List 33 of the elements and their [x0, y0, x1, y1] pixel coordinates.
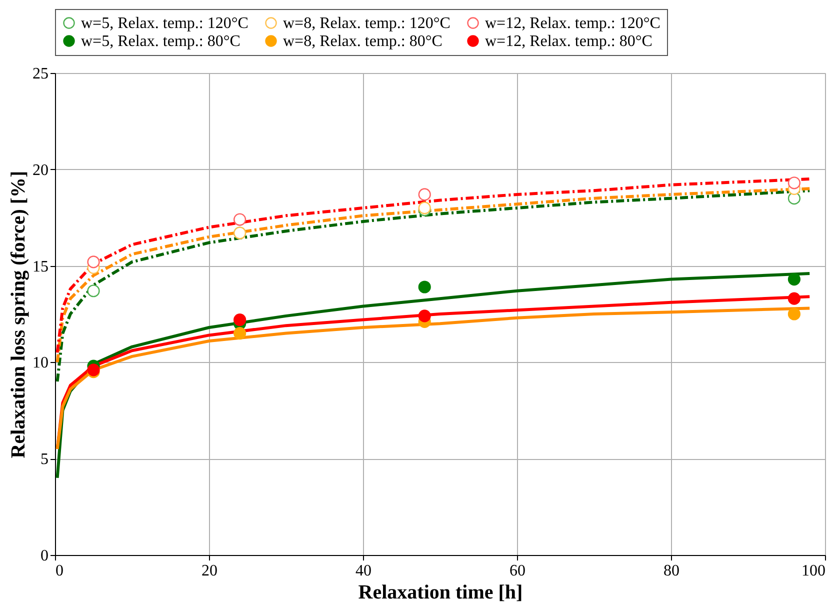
point	[788, 308, 800, 320]
point	[418, 280, 431, 294]
x-tick-label: 20	[202, 562, 218, 580]
y-tick-label: 0	[40, 548, 48, 564]
legend-label: w=12, Relax. temp.: 120°C	[485, 15, 660, 32]
y-tick-label: 10	[32, 354, 48, 372]
legend-label: w=8, Relax. temp.: 80°C	[283, 33, 442, 50]
x-tick-label: 60	[510, 562, 526, 580]
y-tick-label: 25	[32, 66, 48, 82]
x-tick-label: 40	[356, 562, 372, 580]
point	[234, 213, 246, 226]
point	[418, 310, 431, 322]
legend-label: w=5, Relax. temp.: 120°C	[81, 15, 248, 32]
point	[788, 273, 800, 286]
point	[788, 292, 800, 305]
legend-label: w=5, Relax. temp.: 80°C	[81, 33, 240, 50]
x-tick-label: 0	[56, 562, 64, 580]
point	[87, 256, 100, 268]
x-axis-title: Relaxation time [h]	[358, 582, 523, 604]
point	[418, 188, 431, 201]
x-tick-label: 100	[802, 562, 826, 580]
y-tick-label: 20	[32, 162, 48, 179]
legend-label: w=12, Relax. temp.: 80°C	[485, 33, 652, 50]
point	[234, 326, 246, 340]
y-tick-label: 5	[40, 451, 48, 468]
point	[788, 176, 800, 190]
line-series	[56, 272, 812, 480]
point	[87, 284, 100, 298]
y-tick-label: 15	[32, 258, 48, 276]
legend-label: w=8, Relax. temp.: 120°C	[283, 15, 450, 32]
point	[234, 313, 246, 326]
x-tick-label: 80	[664, 562, 680, 580]
y-axis-title: Relaxation loss spring (force) [%]	[8, 170, 30, 458]
